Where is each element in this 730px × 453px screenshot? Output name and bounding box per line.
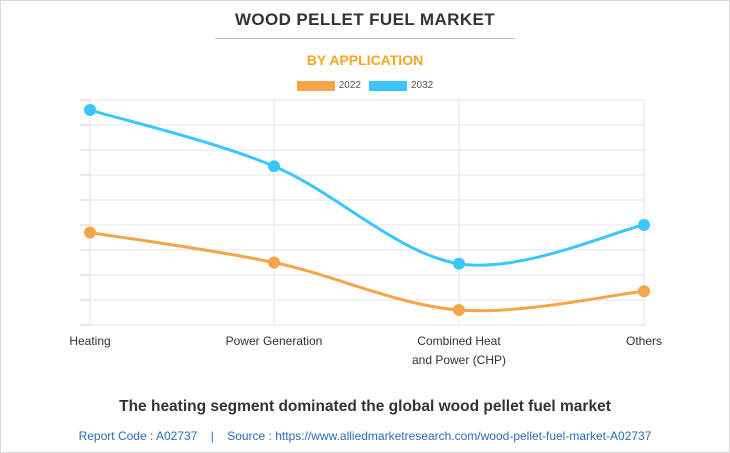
legend-label-2022: 2022	[338, 80, 361, 91]
legend-item-2022[interactable]: 2022	[296, 80, 361, 91]
data-point-2022-2	[453, 304, 465, 316]
legend-label-2032: 2032	[411, 80, 434, 91]
series-line-2022	[88, 231, 646, 313]
source-separator: |	[210, 429, 214, 443]
x-tick-label: Power Generation	[226, 334, 323, 348]
line-chart: Heating Power Generation Combined Heat and …	[69, 99, 662, 367]
chart-legend: 2022 2032	[0, 80, 730, 91]
data-point-2032-0	[84, 104, 96, 116]
data-point-2032-2	[453, 257, 465, 270]
data-point-2032-3	[638, 219, 650, 231]
data-point-2022-3	[638, 285, 650, 298]
x-tick-label: Heating	[69, 334, 110, 348]
x-tick-label: Others	[626, 334, 662, 348]
legend-swatch-2032	[369, 80, 407, 91]
chart-subtitle: BY APPLICATION	[306, 52, 424, 68]
title-divider	[215, 38, 515, 39]
source-link[interactable]: Source : https://www.alliedmarketresearc…	[227, 429, 652, 443]
data-point-2022-0	[84, 226, 96, 239]
data-point-2032-1	[268, 160, 280, 173]
x-tick-label: Combined Heat and Power (CHP)	[412, 334, 506, 367]
legend-item-2032[interactable]: 2032	[369, 80, 433, 91]
chart-caption: The heating segment dominated the global…	[119, 398, 611, 415]
chart-title: WOOD PELLET FUEL MARKET	[234, 10, 496, 29]
source-line: Report Code : A02737 | Source : https://…	[0, 429, 730, 443]
data-point-2022-1	[268, 256, 280, 269]
report-code: Report Code : A02737	[78, 429, 198, 443]
series-line-2032	[88, 108, 646, 267]
legend-swatch-2022	[296, 80, 335, 91]
